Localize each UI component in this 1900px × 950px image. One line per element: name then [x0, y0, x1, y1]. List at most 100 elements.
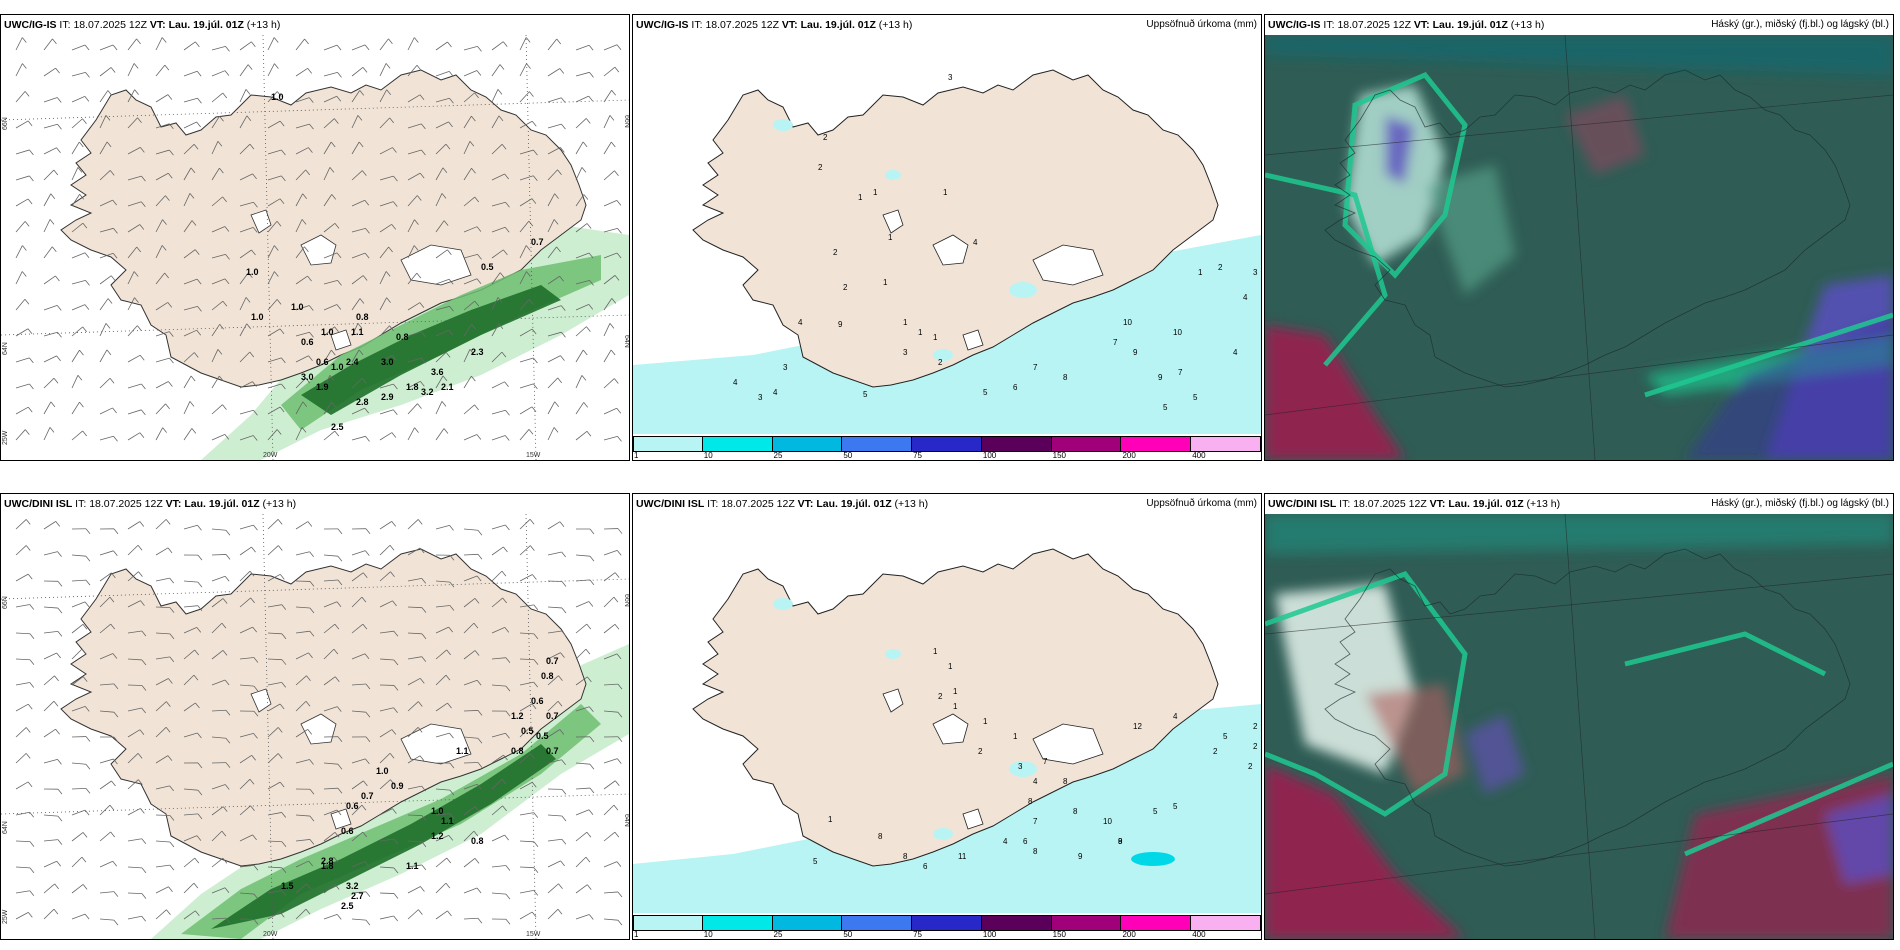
wind-barb [463, 783, 482, 790]
cloud-map-svg [1265, 35, 1893, 460]
wind-barb [575, 430, 592, 441]
wind-barb [519, 299, 534, 311]
axis-label: 20W [263, 452, 278, 459]
wind-barb [407, 331, 426, 338]
panel-header: UWC/DINI ISL IT: 18.07.2025 12Z VT: Lau.… [1, 494, 629, 514]
wind-barb [99, 710, 119, 718]
wind-barb [295, 883, 311, 894]
wind-barb [603, 298, 617, 311]
wind-barb [323, 95, 342, 103]
wind-barb [575, 706, 594, 713]
wind-barb [519, 383, 538, 390]
wind-barb [43, 427, 55, 441]
wind-barb [603, 44, 622, 51]
wind-barb [351, 683, 371, 690]
wind-barb [183, 605, 203, 611]
wind-barb [547, 788, 567, 795]
wind-barb [211, 92, 228, 103]
wind-barb [211, 300, 228, 311]
wind-barb [603, 200, 622, 207]
precip-value-label: 1 [983, 717, 988, 726]
wind-barb [519, 658, 539, 665]
wind-barb [379, 658, 399, 666]
wind-barb [211, 278, 230, 285]
wind-barb [211, 650, 228, 660]
wind-barb [603, 804, 619, 816]
wind-barb [267, 120, 285, 129]
wind-barb [99, 170, 115, 181]
rain-value-label: 0.7 [546, 711, 559, 721]
wind-barb [379, 544, 395, 556]
precip-value-label: 4 [1033, 777, 1038, 786]
wind-barb [239, 524, 258, 531]
rain-value-label: 0.6 [341, 826, 354, 836]
wind-panel-dini: UWC/DINI ISL IT: 18.07.2025 12Z VT: Lau.… [0, 493, 630, 940]
wind-barb [71, 279, 90, 286]
wind-barb [99, 550, 118, 557]
wind-barb [183, 121, 201, 129]
wind-barb [491, 64, 505, 77]
wind-barb [183, 762, 203, 769]
rain-value-label: 0.8 [396, 332, 409, 342]
precip-value-label: 2 [978, 747, 983, 756]
wind-barb [183, 220, 197, 233]
wind-barb [183, 167, 196, 181]
wind-barb [463, 622, 479, 634]
precip-value-label: 1 [943, 188, 948, 197]
wind-barb [575, 402, 589, 415]
wind-barb [239, 115, 252, 129]
wind-barb [603, 780, 620, 790]
precip-value-label: 3 [948, 73, 953, 82]
wind-barb [99, 683, 119, 690]
wind-barb [407, 677, 425, 686]
wind-barb [351, 831, 368, 842]
wind-barb [351, 44, 370, 51]
wind-barb [99, 860, 118, 868]
wind-barb [435, 143, 451, 155]
wind-barb [575, 375, 587, 389]
wind-barb [407, 65, 422, 77]
wind-barb [211, 528, 231, 536]
wind-barb [379, 271, 391, 285]
precip-value-label: 2 [818, 163, 823, 172]
wind-barb [379, 355, 397, 363]
wind-barb [603, 90, 616, 103]
wind-barb [15, 632, 35, 640]
wind-barb [379, 89, 392, 103]
wind-barb [267, 658, 287, 665]
wind-barb [519, 519, 535, 530]
wind-barb [239, 272, 253, 285]
wind-barb [43, 728, 60, 738]
colorbar-tick: 50 [843, 451, 853, 460]
wind-barb [239, 918, 259, 925]
wind-barb [295, 377, 311, 389]
wind-barb [575, 252, 594, 259]
wind-barb [351, 804, 367, 816]
wind-barb [155, 547, 173, 556]
wind-barb [155, 755, 173, 764]
rain-value-label: 2.5 [341, 901, 354, 911]
wind-barb [15, 682, 35, 688]
wind-barb [183, 732, 202, 739]
wind-barb [211, 806, 228, 816]
wind-barb [99, 435, 118, 442]
wind-barb [547, 401, 560, 415]
wind-barb [547, 246, 561, 259]
wind-barb [323, 736, 343, 742]
wind-barb [575, 856, 591, 868]
colorbar-tick: 100 [982, 451, 997, 460]
colorbar-tick: 150 [1052, 451, 1067, 460]
wind-barb [295, 580, 315, 587]
wind-barb [211, 679, 230, 686]
rain-value-label: 3.2 [346, 881, 359, 891]
wind-barb [603, 861, 622, 868]
wind-barb [547, 759, 566, 765]
precip-value-label: 8 [1063, 777, 1068, 786]
wind-barb [239, 89, 251, 103]
rain-value-label: 0.5 [536, 731, 549, 741]
colorbar-tick: 200 [1122, 451, 1136, 460]
wind-barb [435, 401, 447, 415]
wind-barb [267, 681, 287, 688]
wind-barb [379, 729, 397, 738]
axis-label: 25W [2, 430, 9, 445]
